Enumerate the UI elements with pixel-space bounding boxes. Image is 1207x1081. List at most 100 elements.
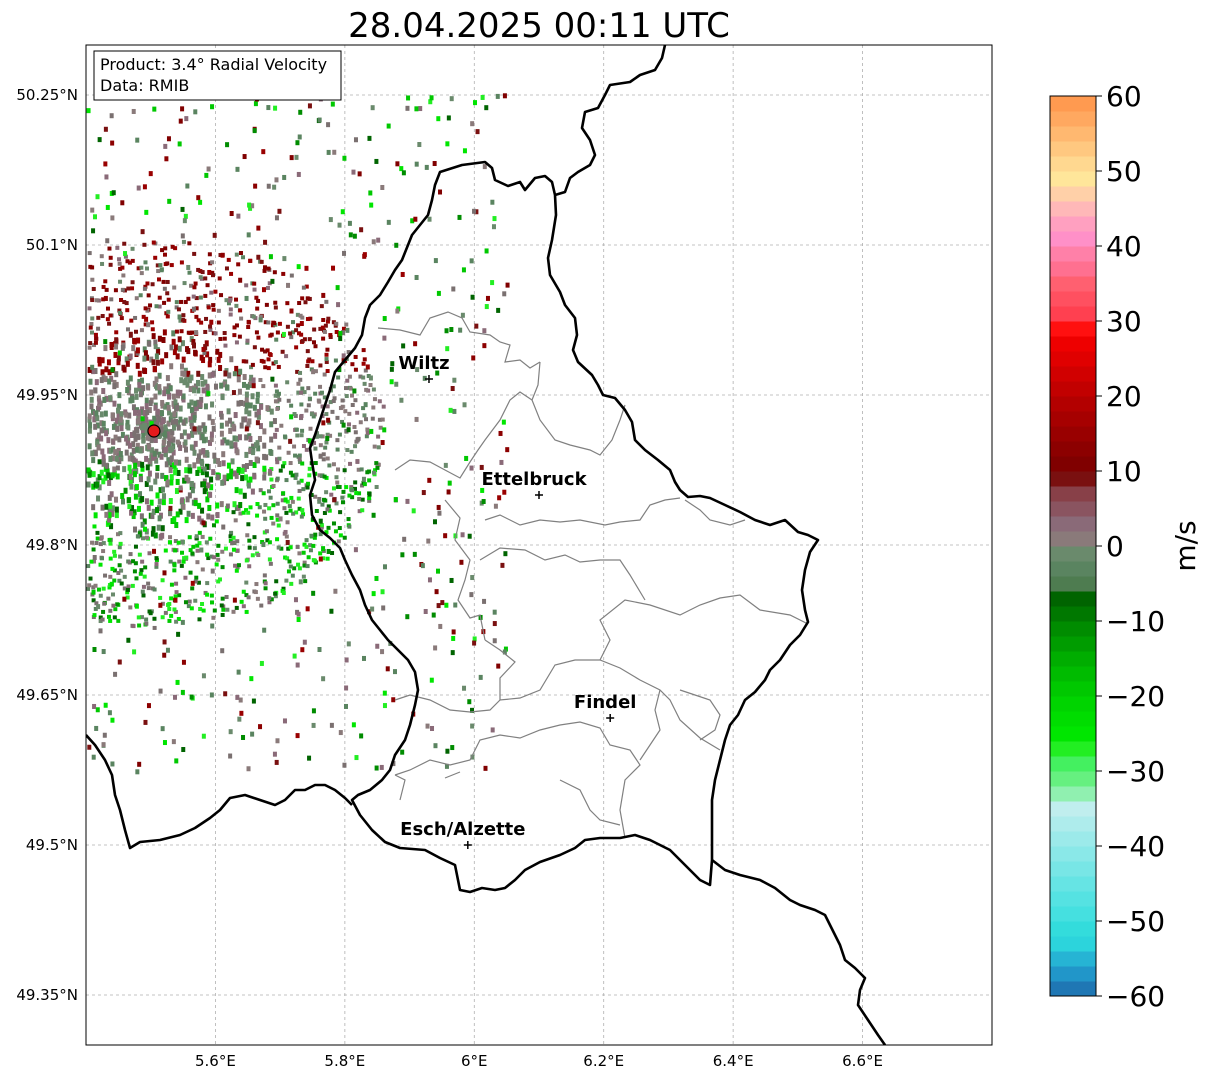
echo-cell [215,502,220,509]
echo-cell [502,93,507,99]
echo-cell [338,330,343,336]
echo-cell [121,273,126,278]
echo-cell [267,596,272,601]
echo-cell [181,396,186,403]
echo-cell [101,649,106,655]
echo-cell [114,512,119,519]
echo-cell [176,307,181,312]
colorbar-band [1050,606,1096,622]
echo-cell [137,378,142,385]
echo-cell [197,617,202,622]
echo-cell [474,209,479,215]
echo-cell [103,474,108,481]
echo-cell [233,442,238,449]
echo-cell [117,310,122,315]
echo-cell [153,344,158,350]
echo-cell [95,477,100,484]
echo-cell [144,316,149,322]
lat-tick-label: 50.1°N [26,236,78,254]
echo-cell [193,281,198,286]
echo-cell [357,497,362,502]
echo-cell [292,653,297,659]
echo-cell [148,485,153,492]
echo-cell [288,508,293,513]
echo-cell [350,495,355,500]
echo-cell [452,408,457,414]
echo-cell [137,409,142,416]
echo-cell [168,498,173,505]
echo-cell [160,525,165,532]
echo-cell [301,512,306,517]
echo-cell [346,517,351,522]
echo-cell [250,488,255,495]
echo-cell [191,338,196,345]
map-frame [85,44,993,1046]
echo-cell [425,723,430,729]
echo-cell [371,512,376,518]
echo-cell [184,456,189,463]
echo-cell [284,534,289,539]
echo-cell [196,318,201,323]
echo-cell [173,609,178,614]
echo-cell [389,366,394,372]
echo-cell [316,398,321,403]
echo-cell [89,396,94,403]
echo-cell [133,458,138,465]
echo-cell [295,140,300,146]
echo-cell [111,423,116,430]
echo-cell [285,324,290,329]
echo-cell [256,445,261,452]
echo-cell [266,357,271,362]
echo-cell [158,595,163,600]
echo-cell [382,703,387,709]
echo-cell [168,535,173,540]
echo-cell [194,536,199,541]
echo-cell [127,504,132,510]
echo-cell [137,761,142,767]
echo-cell [313,494,318,499]
echo-cell [114,381,119,388]
echo-cell [209,436,214,443]
echo-cell [112,553,117,558]
echo-cell [302,390,307,395]
echo-cell [111,446,116,453]
echo-cell [215,552,220,557]
echo-cell [353,480,358,485]
echo-cell [151,526,156,533]
echo-cell [431,612,436,618]
echo-cell [360,508,365,513]
echo-cell [131,513,136,520]
echo-cell [125,259,130,264]
echo-cell [251,383,256,389]
echo-cell [89,321,94,326]
echo-cell [337,526,342,531]
echo-cell [484,105,489,111]
echo-cell [128,479,133,486]
echo-cell [124,449,129,456]
echo-cell [112,615,117,620]
echo-cell [153,255,158,260]
echo-cell [502,489,507,495]
echo-cell [301,444,306,449]
echo-cell [144,621,149,626]
echo-cell [146,581,151,586]
echo-cell [117,392,122,399]
echo-cell [92,703,97,709]
echo-cell [275,460,280,465]
echo-cell [376,462,381,467]
colorbar-band [1050,186,1096,202]
echo-cell [141,314,146,319]
city-cross-marker [606,714,615,722]
echo-cell [117,257,122,262]
echo-cell [446,489,451,495]
echo-cell [179,329,184,334]
echo-cell [193,428,198,435]
echo-cell [163,610,168,615]
echo-cell [302,337,307,342]
echo-cell [101,297,106,302]
echo-cell [157,277,162,282]
echo-cell [376,237,381,243]
echo-cell [98,615,103,620]
echo-cell [248,258,253,263]
echo-cell [304,265,309,271]
